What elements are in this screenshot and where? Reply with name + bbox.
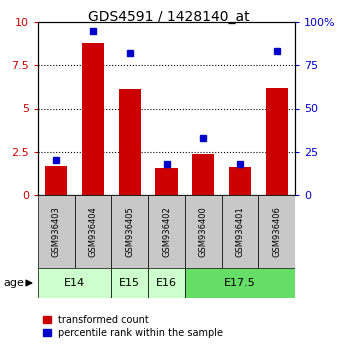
Bar: [112, 268, 148, 298]
Text: GSM936406: GSM936406: [272, 206, 281, 257]
Bar: [222, 195, 258, 268]
Text: GSM936401: GSM936401: [236, 206, 244, 257]
Text: GSM936400: GSM936400: [199, 206, 208, 257]
Text: GDS4591 / 1428140_at: GDS4591 / 1428140_at: [88, 10, 250, 24]
Bar: [119, 90, 141, 195]
Bar: [75, 195, 112, 268]
Bar: [45, 166, 67, 195]
Text: E16: E16: [156, 278, 177, 288]
Text: E17.5: E17.5: [224, 278, 256, 288]
Bar: [192, 154, 214, 195]
Bar: [258, 195, 295, 268]
Text: GSM936403: GSM936403: [52, 206, 61, 257]
Bar: [112, 195, 148, 268]
Text: GSM936402: GSM936402: [162, 206, 171, 257]
Text: E15: E15: [119, 278, 140, 288]
Bar: [148, 195, 185, 268]
Bar: [229, 167, 251, 195]
Legend: transformed count, percentile rank within the sample: transformed count, percentile rank withi…: [43, 315, 223, 338]
Text: GSM936404: GSM936404: [89, 206, 98, 257]
Bar: [148, 268, 185, 298]
Bar: [155, 168, 177, 195]
Bar: [266, 88, 288, 195]
Bar: [185, 268, 295, 298]
Text: GSM936405: GSM936405: [125, 206, 134, 257]
Bar: [38, 268, 112, 298]
Bar: [82, 43, 104, 195]
Bar: [185, 195, 222, 268]
Bar: [38, 195, 75, 268]
Text: E14: E14: [64, 278, 85, 288]
Text: age: age: [3, 278, 24, 288]
